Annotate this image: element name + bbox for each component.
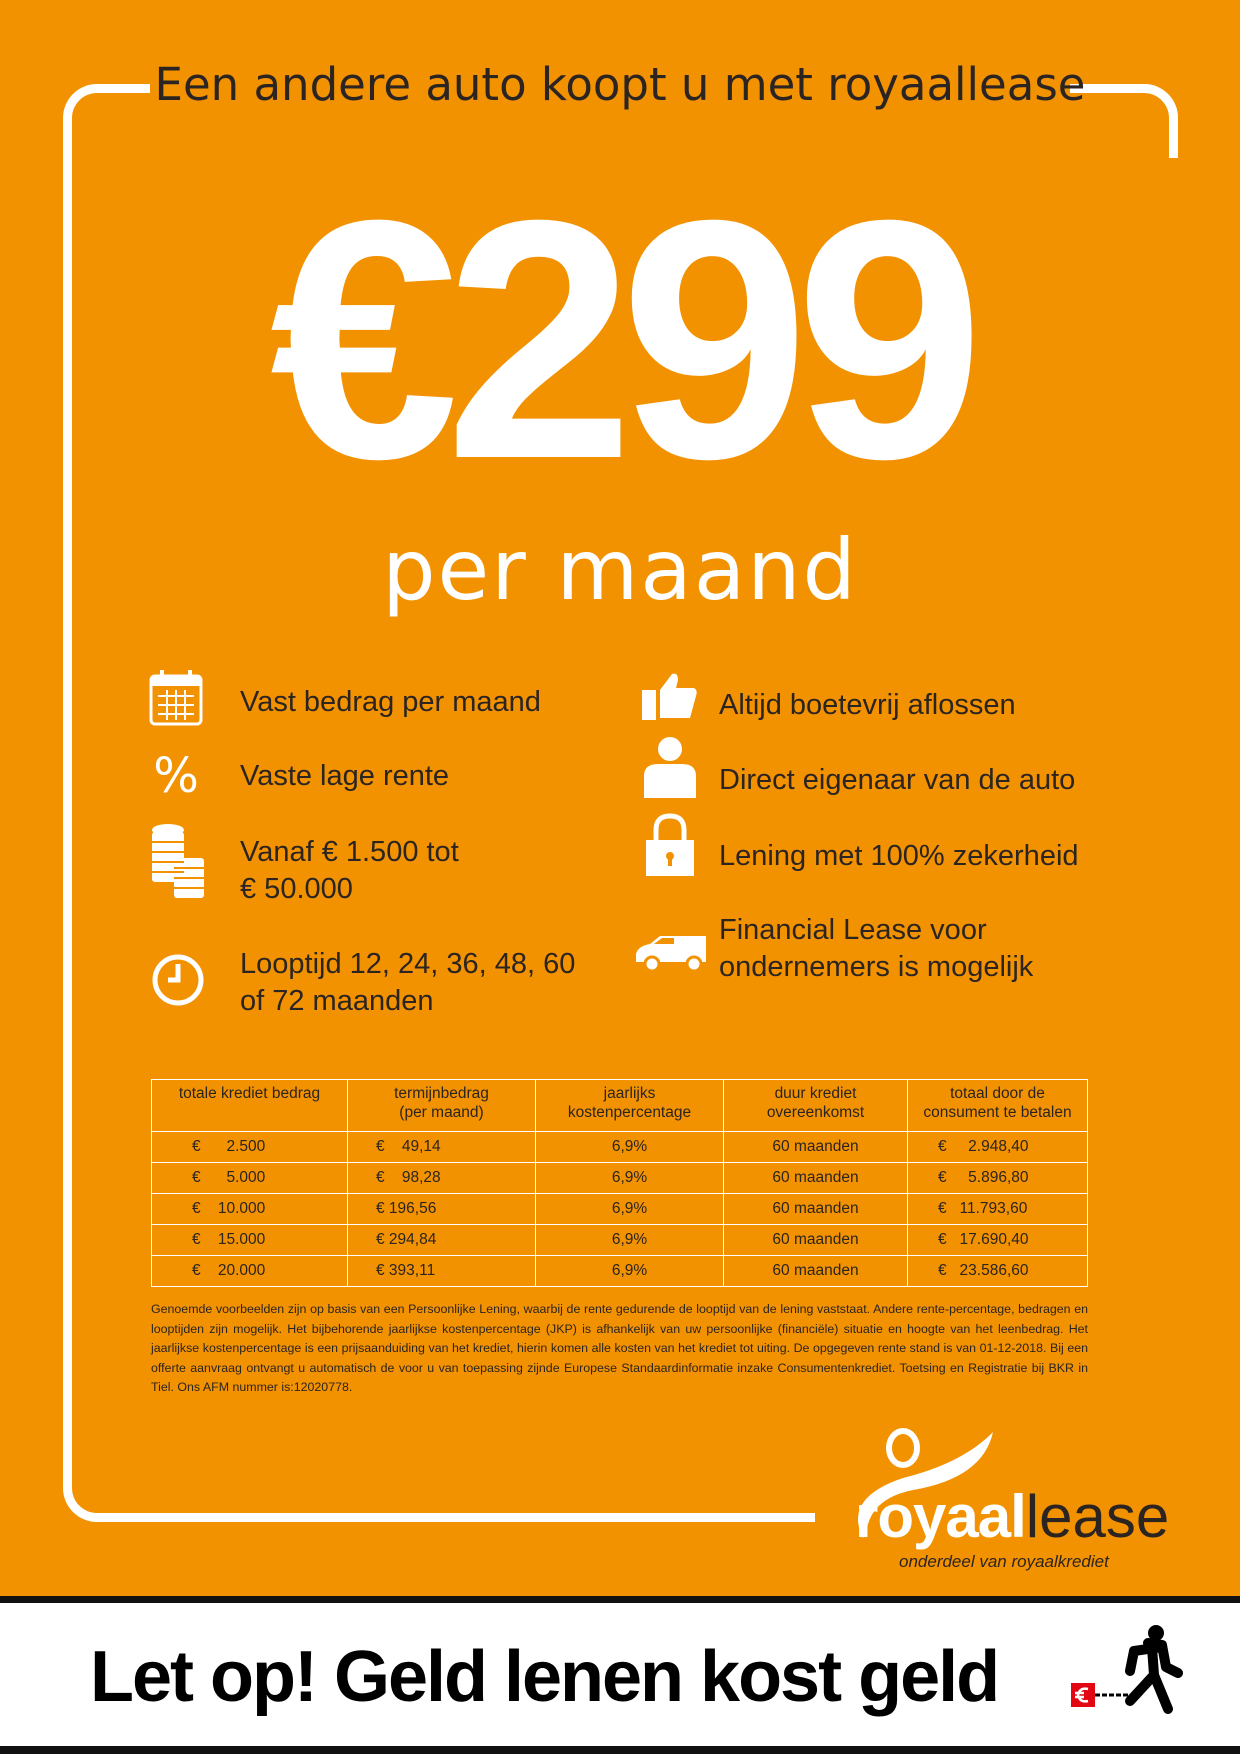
clock-icon xyxy=(150,952,206,1008)
feature-low-rate: Vaste lage rente xyxy=(240,760,450,792)
column-header: duur krediet overeenkomst xyxy=(723,1079,908,1132)
column-header: termijnbedrag (per maand) xyxy=(347,1079,536,1132)
cell: € 5.000 xyxy=(151,1162,348,1194)
feature-penalty-free: Altijd boetevrij aflossen xyxy=(719,689,1016,721)
price: €299 xyxy=(269,150,984,530)
logo-wordmark-bold: royaal xyxy=(855,1483,1027,1550)
logo-figure-icon xyxy=(858,1428,993,1538)
cell: € 2.500 xyxy=(151,1131,348,1163)
credit-examples-table: totale krediet bedrag termijnbedrag (per… xyxy=(151,1079,1088,1287)
feature-certainty: Lening met 100% zekerheid xyxy=(719,840,1079,872)
poster: Een andere auto koopt u met royaallease … xyxy=(0,0,1240,1596)
cell: 6,9% xyxy=(535,1255,724,1287)
cell: € 10.000 xyxy=(151,1193,348,1225)
column-header: totaal door de consument te betalen xyxy=(907,1079,1088,1132)
cell: 6,9% xyxy=(535,1224,724,1256)
logo-subtitle: onderdeel van royaalkrediet xyxy=(899,1552,1109,1571)
cell: € 23.586,60 xyxy=(907,1255,1088,1287)
column-header: jaarlijks kostenpercentage xyxy=(535,1079,724,1132)
cell: € 15.000 xyxy=(151,1224,348,1256)
cell: 60 maanden xyxy=(723,1255,908,1287)
cell: € 17.690,40 xyxy=(907,1224,1088,1256)
cell: 6,9% xyxy=(535,1193,724,1225)
van-icon xyxy=(632,930,712,986)
feature-financial-lease: Financial Lease voor ondernemers is moge… xyxy=(719,914,1034,983)
cell: € 294,84 xyxy=(347,1224,536,1256)
frame-mask xyxy=(1160,160,1200,1540)
cell: 6,9% xyxy=(535,1162,724,1194)
cell: € 49,14 xyxy=(347,1131,536,1163)
table-header-row: totale krediet bedrag termijnbedrag (per… xyxy=(151,1079,1088,1132)
column-header: totale krediet bedrag xyxy=(151,1079,348,1132)
frame-gap-top xyxy=(150,70,1070,100)
cell: € 393,11 xyxy=(347,1255,536,1287)
feature-duration: Looptijd 12, 24, 36, 48, 60 of 72 maande… xyxy=(240,948,576,1017)
coins-icon xyxy=(148,820,204,898)
table-row: € 20.000 € 393,11 6,9% 60 maanden € 23.586,6… xyxy=(151,1255,1088,1287)
headline: Een andere auto koopt u met royaallease xyxy=(154,58,1086,111)
frame-corner xyxy=(1118,84,1178,158)
table-row: € 15.000 € 294,84 6,9% 60 maanden € 17.690,4… xyxy=(151,1224,1088,1256)
feature-fixed-amount: Vast bedrag per maand xyxy=(240,686,541,718)
table-row: € 10.000 € 196,56 6,9% 60 maanden € 11.793,6… xyxy=(151,1193,1088,1225)
legal-footnote: Genoemde voorbeelden zijn op basis van e… xyxy=(151,1302,1088,1394)
cell: € 196,56 xyxy=(347,1193,536,1225)
feature-direct-owner: Direct eigenaar van de auto xyxy=(719,764,1076,796)
table-row: € 5.000 € 98,28 6,9% 60 maanden € 5.896,80 xyxy=(151,1162,1088,1194)
cell: € 5.896,80 xyxy=(907,1162,1088,1194)
lock-icon xyxy=(642,812,698,876)
royaallease-logo: royaal lease onderdeel van royaalkrediet xyxy=(833,1428,1183,1578)
cell: 6,9% xyxy=(535,1131,724,1163)
logo-wordmark: royaal lease xyxy=(855,1486,1169,1548)
price-period: per maand xyxy=(382,521,858,619)
table-row: € 2.500 € 49,14 6,9% 60 maanden € 2.948,40 xyxy=(151,1131,1088,1163)
logo-wordmark-light: lease xyxy=(1025,1483,1170,1550)
cell: € 11.793,60 xyxy=(907,1193,1088,1225)
person-icon xyxy=(642,736,698,798)
cell: € 20.000 xyxy=(151,1255,348,1287)
frame-gap-bottom xyxy=(815,1500,1195,1540)
cell: € 98,28 xyxy=(347,1162,536,1194)
warning-text: Let op! Geld lenen kost geld xyxy=(90,1637,1000,1717)
calendar-icon xyxy=(148,668,204,726)
cell: 60 maanden xyxy=(723,1224,908,1256)
cell: 60 maanden xyxy=(723,1162,908,1194)
cell: € 2.948,40 xyxy=(907,1131,1088,1163)
person-chained-to-euro-icon xyxy=(1071,1625,1183,1714)
feature-amount-range: Vanaf € 1.500 tot € 50.000 xyxy=(240,836,459,905)
percent-icon: % xyxy=(153,748,199,804)
thumbs-up-icon xyxy=(642,672,698,728)
warning-band: Let op! Geld lenen kost geld xyxy=(0,1596,1240,1754)
cell: 60 maanden xyxy=(723,1193,908,1225)
cell: 60 maanden xyxy=(723,1131,908,1163)
